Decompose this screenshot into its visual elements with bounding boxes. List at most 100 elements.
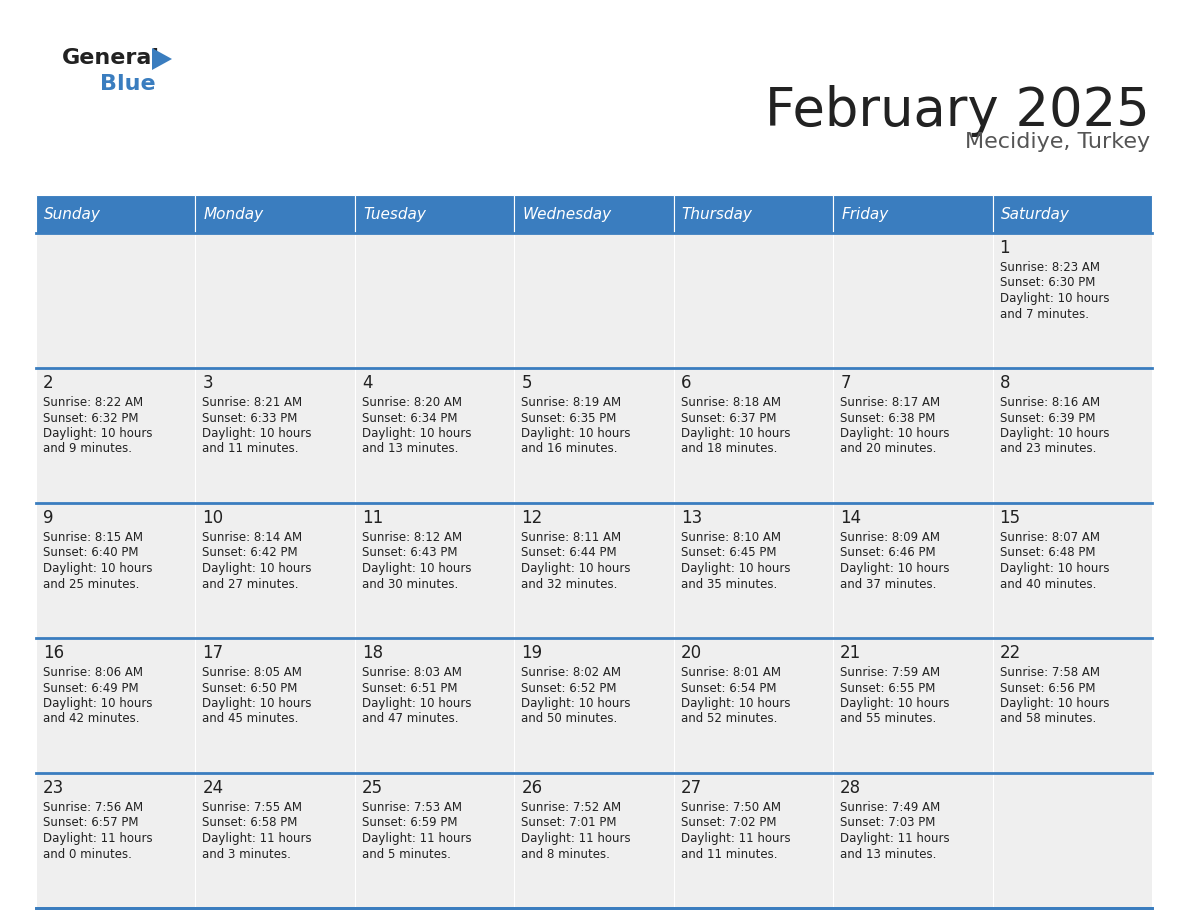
Text: Daylight: 10 hours: Daylight: 10 hours [202,697,312,710]
Text: 28: 28 [840,779,861,797]
Text: Sunset: 6:58 PM: Sunset: 6:58 PM [202,816,298,830]
Text: Sunrise: 7:49 AM: Sunrise: 7:49 AM [840,801,941,814]
Bar [36,195,196,233]
Text: Sunset: 6:51 PM: Sunset: 6:51 PM [362,681,457,695]
Text: and 11 minutes.: and 11 minutes. [202,442,299,455]
Text: Sunrise: 8:07 AM: Sunrise: 8:07 AM [999,531,1100,544]
Text: and 9 minutes.: and 9 minutes. [43,442,132,455]
Bar [36,368,196,503]
Text: Sunrise: 8:20 AM: Sunrise: 8:20 AM [362,396,462,409]
Bar [992,503,1152,638]
Text: 21: 21 [840,644,861,662]
Text: Sunset: 6:57 PM: Sunset: 6:57 PM [43,816,139,830]
Bar [514,773,674,908]
Bar [833,233,992,368]
Text: February 2025: February 2025 [765,85,1150,137]
Text: Sunrise: 7:55 AM: Sunrise: 7:55 AM [202,801,303,814]
Bar [992,233,1152,368]
Text: Sunset: 7:02 PM: Sunset: 7:02 PM [681,816,776,830]
Text: Daylight: 10 hours: Daylight: 10 hours [681,562,790,575]
Text: Sunrise: 8:02 AM: Sunrise: 8:02 AM [522,666,621,679]
Text: and 20 minutes.: and 20 minutes. [840,442,936,455]
Text: Daylight: 10 hours: Daylight: 10 hours [840,562,949,575]
Text: 22: 22 [999,644,1020,662]
Bar [196,503,355,638]
Text: Saturday: Saturday [1000,207,1069,221]
Bar [674,233,833,368]
Bar [355,638,514,773]
Bar [196,233,355,368]
Text: 27: 27 [681,779,702,797]
Bar [992,638,1152,773]
Text: Sunset: 6:37 PM: Sunset: 6:37 PM [681,411,776,424]
Text: Sunset: 6:49 PM: Sunset: 6:49 PM [43,681,139,695]
Bar [36,503,196,638]
Text: Sunrise: 8:23 AM: Sunrise: 8:23 AM [999,261,1100,274]
Text: Sunset: 6:43 PM: Sunset: 6:43 PM [362,546,457,559]
Text: Daylight: 10 hours: Daylight: 10 hours [202,562,312,575]
Bar [674,638,833,773]
Text: Daylight: 11 hours: Daylight: 11 hours [362,832,472,845]
Text: Daylight: 10 hours: Daylight: 10 hours [999,292,1110,305]
Text: and 8 minutes.: and 8 minutes. [522,847,611,860]
Text: and 3 minutes.: and 3 minutes. [202,847,291,860]
Text: Sunset: 7:03 PM: Sunset: 7:03 PM [840,816,935,830]
Text: and 40 minutes.: and 40 minutes. [999,577,1097,590]
Text: Sunrise: 8:22 AM: Sunrise: 8:22 AM [43,396,143,409]
Text: Sunset: 6:38 PM: Sunset: 6:38 PM [840,411,935,424]
Text: and 13 minutes.: and 13 minutes. [840,847,936,860]
Text: Blue: Blue [100,74,156,94]
Text: Sunset: 7:01 PM: Sunset: 7:01 PM [522,816,617,830]
Text: Sunset: 6:33 PM: Sunset: 6:33 PM [202,411,298,424]
Text: Sunset: 6:30 PM: Sunset: 6:30 PM [999,276,1095,289]
Text: Sunrise: 8:06 AM: Sunrise: 8:06 AM [43,666,143,679]
Bar [514,638,674,773]
Text: and 11 minutes.: and 11 minutes. [681,847,777,860]
Text: and 45 minutes.: and 45 minutes. [202,712,299,725]
Text: 26: 26 [522,779,543,797]
Text: Sunset: 6:48 PM: Sunset: 6:48 PM [999,546,1095,559]
Text: 23: 23 [43,779,64,797]
Text: Daylight: 10 hours: Daylight: 10 hours [999,562,1110,575]
Text: Daylight: 10 hours: Daylight: 10 hours [999,697,1110,710]
Text: Daylight: 11 hours: Daylight: 11 hours [840,832,949,845]
Text: Sunset: 6:40 PM: Sunset: 6:40 PM [43,546,139,559]
Text: and 27 minutes.: and 27 minutes. [202,577,299,590]
Text: 14: 14 [840,509,861,527]
Bar [514,233,674,368]
Bar [833,773,992,908]
Text: Sunrise: 7:56 AM: Sunrise: 7:56 AM [43,801,143,814]
Text: Sunset: 6:55 PM: Sunset: 6:55 PM [840,681,935,695]
Text: Sunrise: 8:16 AM: Sunrise: 8:16 AM [999,396,1100,409]
Text: Daylight: 10 hours: Daylight: 10 hours [681,697,790,710]
Text: 18: 18 [362,644,383,662]
Text: Tuesday: Tuesday [362,207,425,221]
Text: 13: 13 [681,509,702,527]
Text: Thursday: Thursday [682,207,752,221]
Bar [196,773,355,908]
Bar [355,773,514,908]
Text: 4: 4 [362,374,372,392]
Bar [992,368,1152,503]
Text: Sunrise: 7:59 AM: Sunrise: 7:59 AM [840,666,940,679]
Text: 16: 16 [43,644,64,662]
Text: and 25 minutes.: and 25 minutes. [43,577,139,590]
Text: Sunset: 6:45 PM: Sunset: 6:45 PM [681,546,776,559]
Bar [833,368,992,503]
Bar [992,195,1152,233]
Text: Sunset: 6:54 PM: Sunset: 6:54 PM [681,681,776,695]
Text: Sunrise: 7:50 AM: Sunrise: 7:50 AM [681,801,781,814]
Text: Sunset: 6:59 PM: Sunset: 6:59 PM [362,816,457,830]
Text: Daylight: 11 hours: Daylight: 11 hours [43,832,152,845]
Text: Sunrise: 8:01 AM: Sunrise: 8:01 AM [681,666,781,679]
Text: Daylight: 10 hours: Daylight: 10 hours [522,562,631,575]
Bar [833,503,992,638]
Bar [355,368,514,503]
Text: Sunset: 6:32 PM: Sunset: 6:32 PM [43,411,139,424]
Bar [514,368,674,503]
Text: and 50 minutes.: and 50 minutes. [522,712,618,725]
Text: and 18 minutes.: and 18 minutes. [681,442,777,455]
Text: 2: 2 [43,374,53,392]
Text: Sunset: 6:52 PM: Sunset: 6:52 PM [522,681,617,695]
Text: 24: 24 [202,779,223,797]
